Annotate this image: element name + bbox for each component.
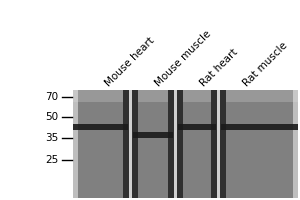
Text: Rat heart: Rat heart <box>198 47 239 88</box>
Bar <box>211 90 217 198</box>
Bar <box>221 124 298 130</box>
Bar <box>73 90 298 198</box>
Text: 25: 25 <box>45 155 58 165</box>
Text: 50: 50 <box>45 112 58 122</box>
Bar <box>128 90 131 198</box>
Bar <box>178 124 216 130</box>
Bar <box>217 90 220 198</box>
Bar <box>73 124 128 130</box>
Text: Mouse heart: Mouse heart <box>103 35 156 88</box>
Bar <box>73 90 298 102</box>
Bar <box>293 90 298 198</box>
Text: 35: 35 <box>45 133 58 143</box>
Bar <box>73 90 78 198</box>
Text: 70: 70 <box>45 92 58 102</box>
Bar <box>122 90 128 198</box>
Text: Mouse muscle: Mouse muscle <box>153 28 213 88</box>
Bar <box>176 90 182 198</box>
Text: Rat muscle: Rat muscle <box>241 40 289 88</box>
Bar <box>167 90 173 198</box>
Bar <box>131 90 137 198</box>
Bar <box>173 90 176 198</box>
Bar <box>220 90 226 198</box>
Bar <box>133 132 173 138</box>
